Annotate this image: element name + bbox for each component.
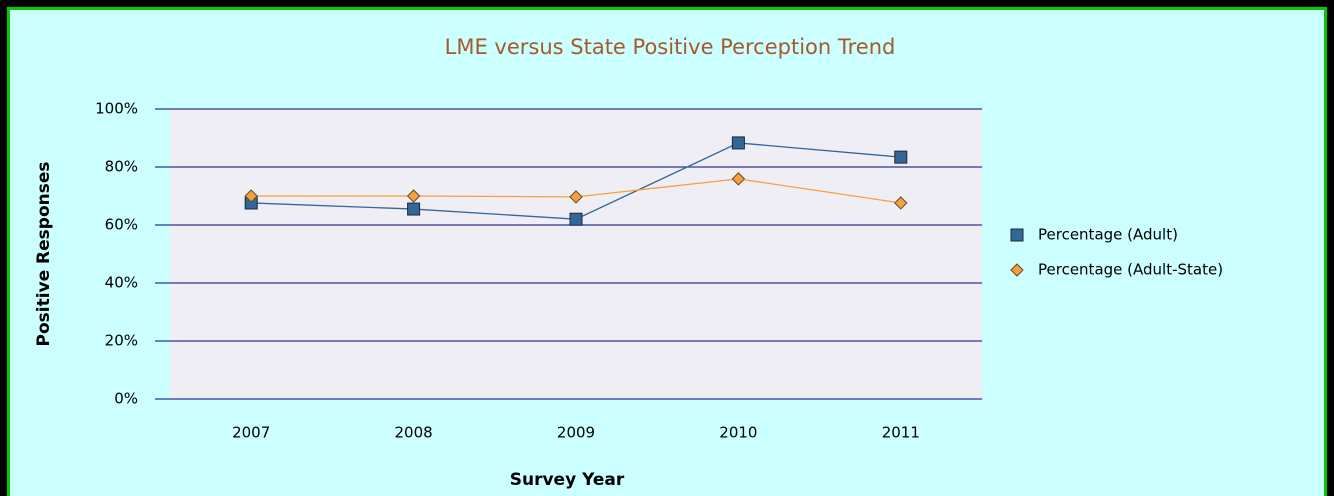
y-tick-label: 0% <box>114 390 138 408</box>
data-point <box>894 196 908 210</box>
data-point <box>407 202 421 216</box>
y-tick-label: 20% <box>105 332 138 350</box>
y-tick-label: 100% <box>95 100 138 118</box>
plot-area <box>170 109 982 399</box>
legend-label: Percentage (Adult) <box>1038 226 1178 244</box>
y-tick-label: 40% <box>105 274 138 292</box>
x-tick-label: 2007 <box>232 424 270 442</box>
data-point <box>731 172 746 186</box>
legend-marker <box>1010 263 1024 277</box>
data-point <box>731 136 745 150</box>
data-point <box>244 189 258 203</box>
data-point <box>406 189 421 203</box>
y-axis-label: Positive Responses <box>34 161 54 346</box>
x-tick-label: 2008 <box>395 424 433 442</box>
x-tick-label: 2011 <box>882 424 920 442</box>
x-tick-label: 2010 <box>719 424 757 442</box>
chart-title: LME versus State Positive Perception Tre… <box>445 35 896 59</box>
data-point <box>894 150 908 164</box>
legend-marker <box>1010 228 1024 242</box>
legend-label: Percentage (Adult-State) <box>1038 261 1223 279</box>
y-tick-label: 60% <box>105 216 138 234</box>
y-tick-label: 80% <box>105 158 138 176</box>
data-point <box>569 212 583 226</box>
data-point <box>569 190 583 204</box>
x-axis-label: Survey Year <box>510 470 625 490</box>
x-tick-label: 2009 <box>557 424 595 442</box>
